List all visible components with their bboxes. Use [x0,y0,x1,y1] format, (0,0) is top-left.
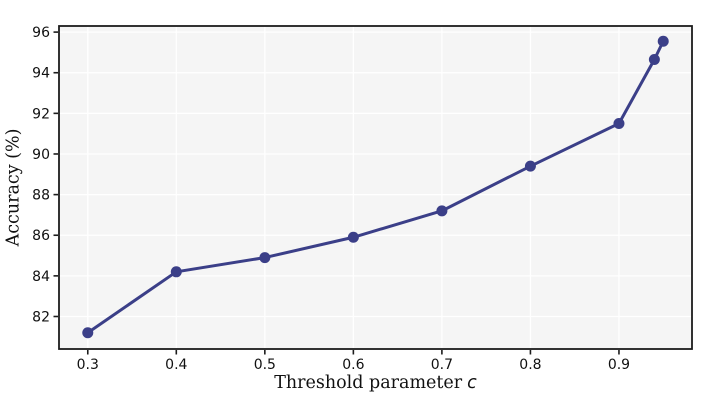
axes-spines [58,25,693,350]
y-axis-label: Accuracy (%) [4,38,25,338]
x-axis-label: Threshold parameter c [59,373,692,394]
x-tick-label: 0.5 [254,357,276,373]
data-point-marker [524,160,536,172]
x-tick-label: 0.9 [608,357,630,373]
x-tick-label: 0.3 [77,357,99,373]
data-point-marker [82,327,94,339]
x-tick-label: 0.6 [342,357,364,373]
y-tick-label: 92 [32,106,50,122]
plot-area [59,26,692,349]
data-point-marker [170,266,182,278]
data-point-marker [259,252,271,264]
x-axis-label-variable: c [467,373,477,393]
y-axis-label-text: Accuracy (%) [3,128,24,247]
x-axis-label-text: Threshold parameter [274,373,463,393]
y-tick-label: 96 [32,25,50,41]
y-tick-label: 84 [32,269,50,285]
y-tick-label: 86 [32,228,50,244]
data-point-marker [347,231,359,243]
y-tick-label: 82 [32,309,50,325]
x-tick-label: 0.7 [431,357,453,373]
y-tick-label: 90 [32,147,50,163]
data-point-marker [657,35,669,47]
x-tick-label: 0.8 [519,357,541,373]
y-tick-label: 88 [32,188,50,204]
data-point-marker [436,205,448,217]
x-tick-label: 0.4 [165,357,187,373]
data-point-marker [613,118,625,130]
y-tick-label: 94 [32,66,50,82]
data-point-marker [648,54,660,66]
